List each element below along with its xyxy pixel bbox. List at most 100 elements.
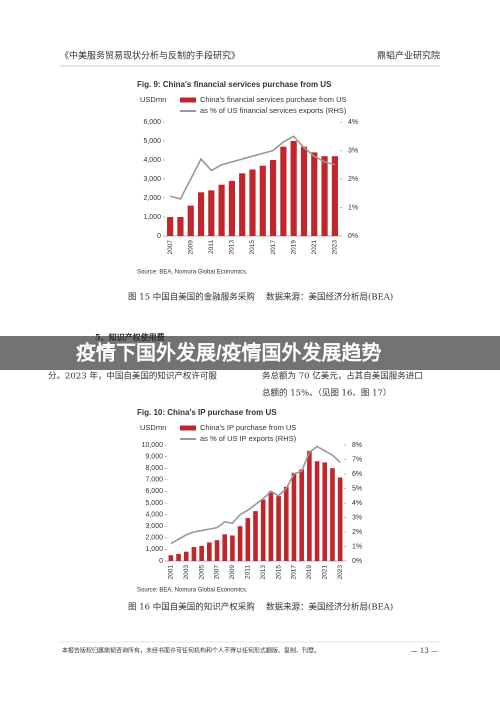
x-tick-label: 2009 xyxy=(187,240,194,255)
legend-label: China's IP purchase from US xyxy=(200,423,296,432)
y2-tick-label: 2% xyxy=(348,176,358,183)
figure-caption: 图 15 中国自美国的金融服务采购 xyxy=(128,292,255,303)
x-tick-label: 2013 xyxy=(260,565,267,580)
bar xyxy=(183,551,189,561)
y-tick-label: 3,000 xyxy=(145,523,163,530)
y2-tick-label: 4% xyxy=(352,500,362,507)
body-line: 分。2023 年，中国自美国的知识产权许可服 xyxy=(48,371,217,382)
legend-label: as % of US IP exports (RHS) xyxy=(200,434,297,443)
bar xyxy=(299,469,304,561)
bar xyxy=(307,450,312,561)
header-left: 《中美服务贸易现状分析与反制的手段研究》 xyxy=(60,50,240,62)
footer-right: — 13 — xyxy=(411,647,438,655)
y-tick-label: 4,000 xyxy=(145,511,163,518)
bar xyxy=(311,152,318,236)
x-tick-label: 2017 xyxy=(291,565,298,580)
x-tick-label: 2003 xyxy=(183,565,190,580)
y-tick-label: 0 xyxy=(157,233,161,240)
bar xyxy=(253,511,258,561)
y2-tick-label: 1% xyxy=(348,204,358,211)
line-series xyxy=(169,135,336,200)
x-tick-label: 2011 xyxy=(245,565,252,579)
bar xyxy=(208,190,215,236)
x-tick-label: 2005 xyxy=(198,565,205,580)
bar xyxy=(218,184,225,236)
bar xyxy=(214,540,220,561)
x-tick-label: 2015 xyxy=(275,565,282,580)
chart-source: Source: BEA, Nomura Global Economics. xyxy=(137,270,248,276)
x-tick-label: 2013 xyxy=(229,240,236,255)
bar xyxy=(321,156,328,236)
legend-swatch xyxy=(180,425,196,431)
bar xyxy=(228,180,235,236)
y-tick-label: 6,000 xyxy=(143,119,161,126)
x-tick-label: 2011 xyxy=(208,240,215,254)
x-tick-label: 2021 xyxy=(321,565,328,580)
legend-label: as % of US financial services exports (R… xyxy=(200,106,347,115)
bar xyxy=(331,156,338,236)
y2-tick-label: 0% xyxy=(352,558,362,565)
bar xyxy=(322,462,328,561)
y-tick-label: 2,000 xyxy=(145,535,163,542)
header-right: 鼎韬产业研究院 xyxy=(377,50,440,62)
body-line: 务总额为 70 亿美元，占其自美国服务进口 xyxy=(262,371,423,382)
bar xyxy=(337,477,343,561)
y2-tick-label: 1% xyxy=(352,543,362,550)
bar xyxy=(314,461,320,561)
y-tick-label: 2,000 xyxy=(143,195,161,202)
chart-title: Fig. 9: China's financial services purch… xyxy=(137,80,332,89)
y-axis-label: USDmn xyxy=(140,95,166,104)
bar xyxy=(167,217,174,236)
figure-caption: 图 16 中国自美国的知识产权采购 xyxy=(128,602,255,613)
bar xyxy=(300,146,308,236)
x-tick-label: 2023 xyxy=(337,565,344,580)
y-tick-label: 4,000 xyxy=(143,157,161,164)
line-series xyxy=(170,445,341,545)
bar xyxy=(187,205,194,236)
bar xyxy=(191,547,197,561)
x-tick-label: 2007 xyxy=(167,240,174,255)
bar xyxy=(276,496,281,561)
bar xyxy=(222,534,228,561)
y2-tick-label: 0% xyxy=(348,233,358,240)
bar xyxy=(239,173,246,236)
y-tick-label: 6,000 xyxy=(145,488,163,495)
y-tick-label: 9,000 xyxy=(145,453,163,460)
bar xyxy=(249,169,256,236)
figure-caption-source: 数据来源：美国经济分析局(BEA) xyxy=(266,292,393,303)
x-tick-label: 2017 xyxy=(270,240,277,255)
x-tick-label: 2007 xyxy=(214,565,221,580)
bar xyxy=(197,192,205,236)
y2-tick-label: 3% xyxy=(348,147,358,154)
bar xyxy=(280,146,287,236)
bar xyxy=(237,526,243,561)
x-tick-label: 2021 xyxy=(311,240,318,255)
x-tick-label: 2015 xyxy=(249,240,256,255)
bar xyxy=(168,555,174,561)
y-tick-label: 5,000 xyxy=(145,500,163,507)
y-axis-label: USDmn xyxy=(140,423,166,432)
bar xyxy=(283,486,289,561)
bar xyxy=(176,554,181,561)
x-tick-label: 2023 xyxy=(332,240,339,255)
banner-text: 疫情下国外发展/疫情国外发展趋势 xyxy=(76,340,382,364)
x-tick-label: 2019 xyxy=(306,565,313,580)
legend-label: China's financial services purchase from… xyxy=(200,95,347,104)
bar xyxy=(330,468,335,561)
y2-tick-label: 2% xyxy=(352,529,362,536)
bar xyxy=(268,491,274,561)
y-tick-label: 8,000 xyxy=(145,465,163,472)
y-tick-label: 3,000 xyxy=(143,176,161,183)
bar xyxy=(207,542,212,561)
y2-tick-label: 8% xyxy=(352,442,362,449)
y2-tick-label: 3% xyxy=(352,514,362,521)
y2-tick-label: 5% xyxy=(352,485,362,492)
chart-source: Source: BEA, Nomura Global Economics. xyxy=(137,588,248,594)
bar xyxy=(245,518,251,561)
y-tick-label: 5,000 xyxy=(143,138,161,145)
y-tick-label: 1,000 xyxy=(143,214,161,221)
x-tick-label: 2009 xyxy=(229,565,236,580)
y-tick-label: 1,000 xyxy=(145,546,163,553)
bar xyxy=(177,217,184,236)
